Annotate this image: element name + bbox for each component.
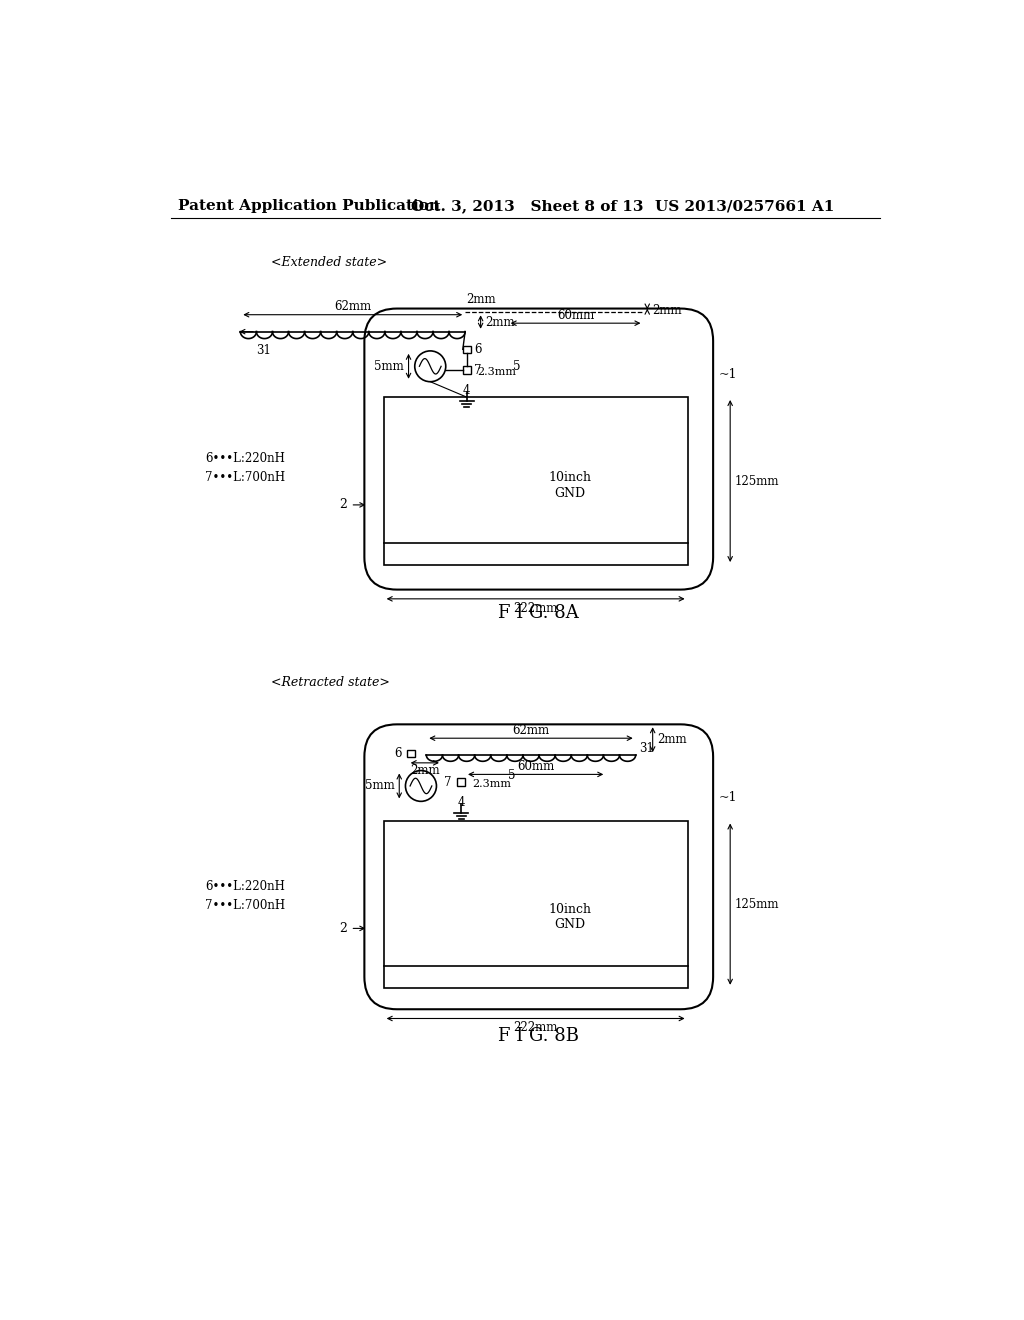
Text: F I G. 8A: F I G. 8A	[499, 603, 580, 622]
Text: 2mm: 2mm	[485, 315, 515, 329]
Text: 4: 4	[458, 796, 465, 809]
Text: 2.3mm: 2.3mm	[472, 779, 511, 789]
Text: 5mm: 5mm	[374, 360, 403, 372]
Text: 5: 5	[513, 360, 520, 372]
Text: 2mm: 2mm	[657, 733, 687, 746]
Bar	[458, 779, 465, 785]
Bar	[463, 346, 471, 354]
Text: 4: 4	[463, 384, 470, 397]
Text: 125mm: 125mm	[735, 898, 779, 911]
Text: 62mm: 62mm	[512, 723, 550, 737]
Text: 5: 5	[508, 770, 515, 783]
Bar	[384, 397, 687, 565]
Text: 10inch: 10inch	[548, 471, 591, 484]
Bar	[384, 821, 687, 987]
Text: 7: 7	[474, 363, 482, 376]
Text: 7: 7	[444, 776, 452, 788]
Text: Patent Application Publication: Patent Application Publication	[178, 199, 440, 213]
Text: 31: 31	[256, 343, 271, 356]
Text: F I G. 8B: F I G. 8B	[499, 1027, 580, 1045]
Text: 6: 6	[474, 343, 482, 356]
Text: 2mm: 2mm	[652, 304, 682, 317]
Text: <Retracted state>: <Retracted state>	[271, 676, 390, 689]
Text: 2mm: 2mm	[466, 293, 496, 306]
Text: 6•••L:220nH: 6•••L:220nH	[206, 453, 286, 465]
Text: ~1: ~1	[719, 791, 737, 804]
Bar	[407, 750, 415, 758]
Text: 2mm: 2mm	[410, 764, 439, 777]
Text: 62mm: 62mm	[334, 300, 372, 313]
Text: 6•••L:220nH: 6•••L:220nH	[206, 879, 286, 892]
Text: 60mm: 60mm	[557, 309, 594, 322]
Text: 60mm: 60mm	[517, 760, 554, 774]
Text: 2.3mm: 2.3mm	[477, 367, 516, 378]
FancyBboxPatch shape	[365, 309, 713, 590]
Text: 5mm: 5mm	[365, 779, 394, 792]
Text: GND: GND	[554, 487, 586, 500]
Text: 2: 2	[339, 921, 347, 935]
Text: 222mm: 222mm	[513, 1022, 558, 1035]
Text: 31: 31	[640, 742, 654, 755]
Text: Oct. 3, 2013   Sheet 8 of 13: Oct. 3, 2013 Sheet 8 of 13	[411, 199, 643, 213]
Text: 6: 6	[394, 747, 401, 760]
Bar	[463, 366, 471, 374]
Text: GND: GND	[554, 917, 586, 931]
Text: ~1: ~1	[719, 367, 737, 380]
Text: US 2013/0257661 A1: US 2013/0257661 A1	[655, 199, 835, 213]
Text: 10inch: 10inch	[548, 903, 591, 916]
Text: 7•••L:700nH: 7•••L:700nH	[206, 471, 286, 484]
Text: <Extended state>: <Extended state>	[271, 256, 387, 269]
Text: 125mm: 125mm	[735, 474, 779, 487]
Text: 2: 2	[339, 499, 347, 511]
Text: 222mm: 222mm	[513, 602, 558, 615]
FancyBboxPatch shape	[365, 725, 713, 1010]
Text: 7•••L:700nH: 7•••L:700nH	[206, 899, 286, 912]
